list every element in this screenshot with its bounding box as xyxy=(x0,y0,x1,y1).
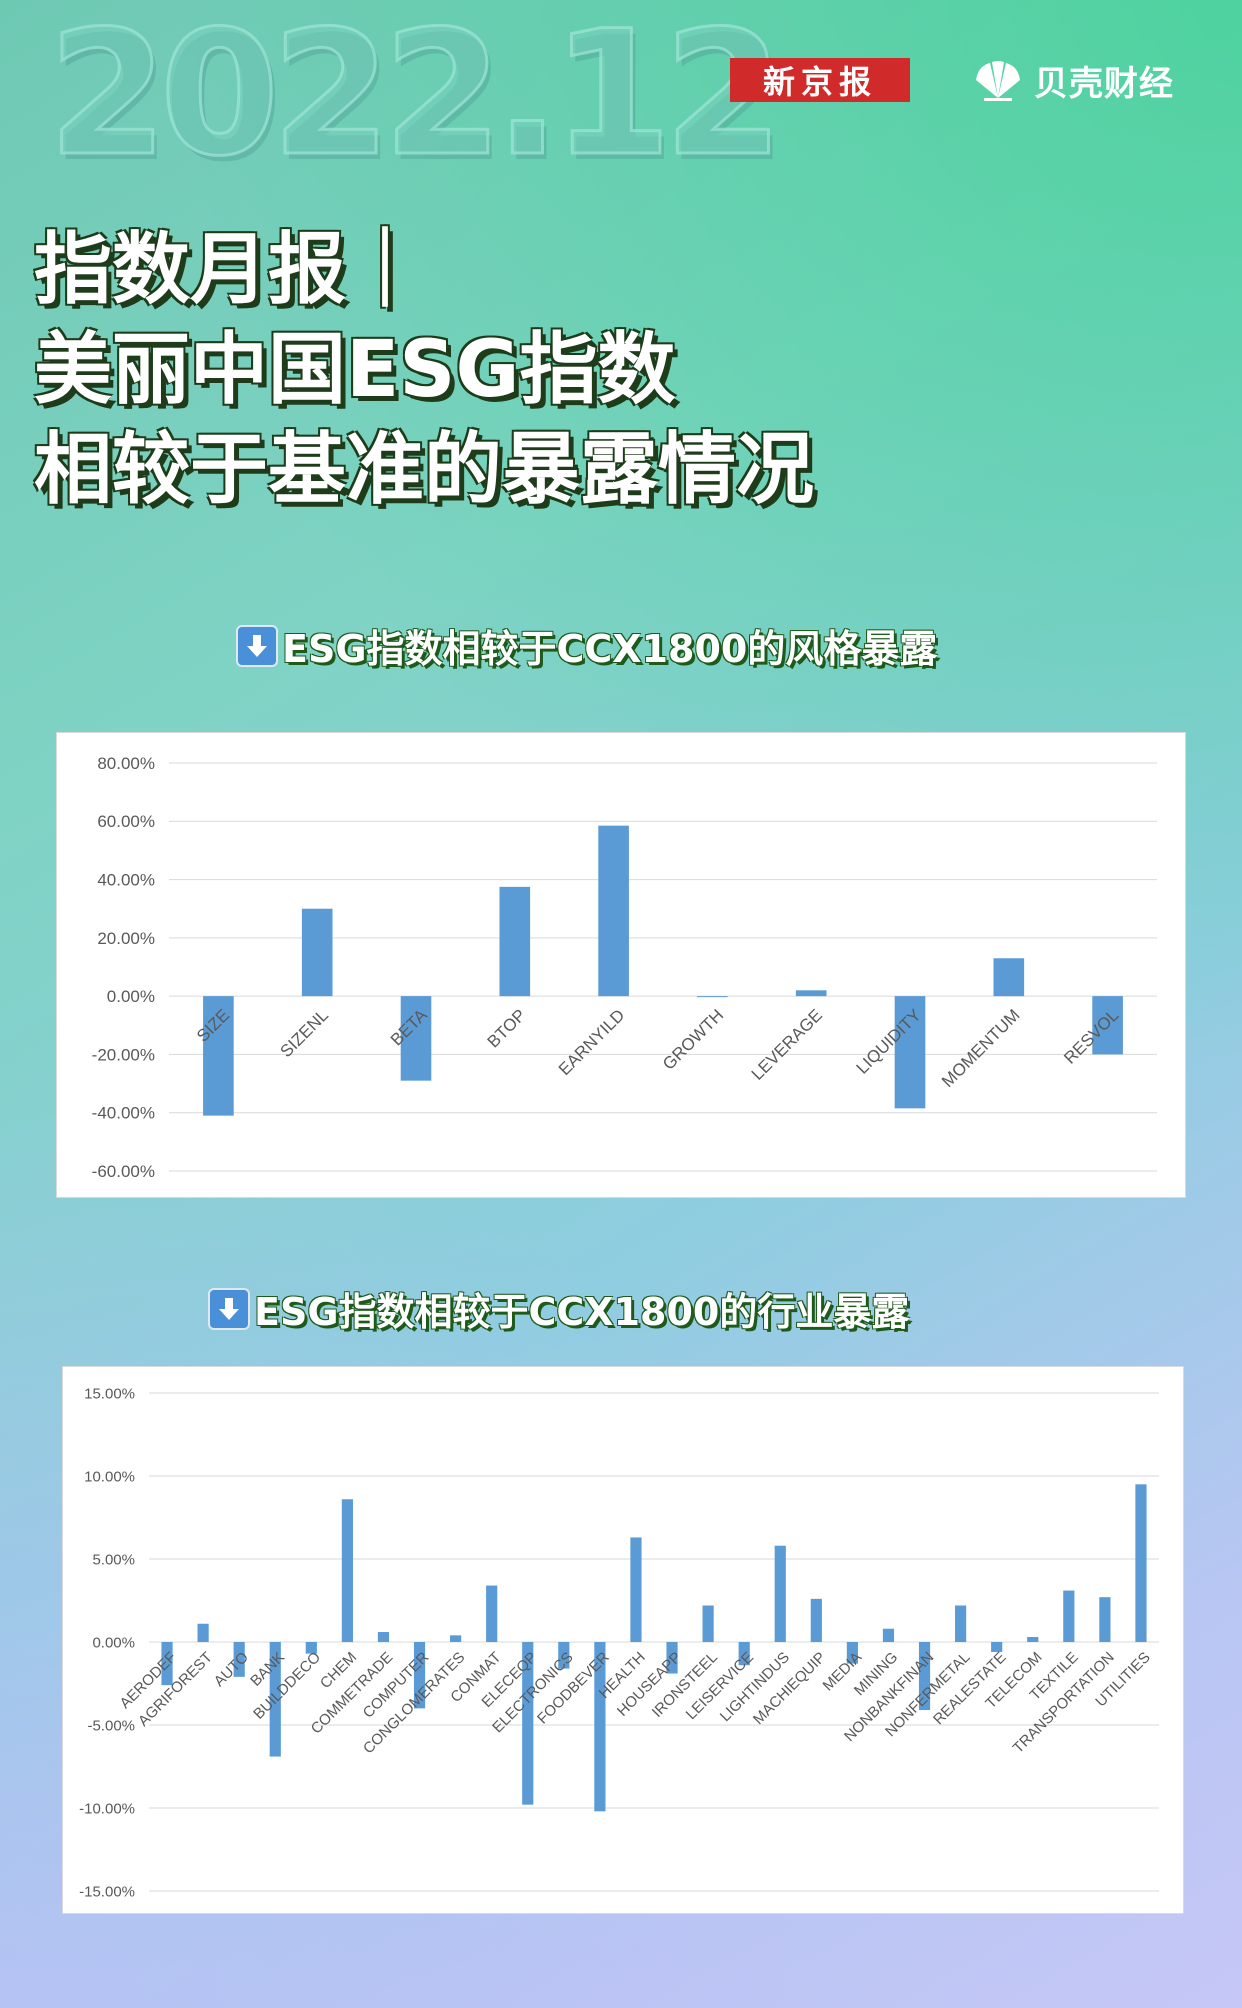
y-tick-label: -5.00% xyxy=(87,1717,135,1734)
industry-exposure-chart-svg: 15.00% 10.00% 5.00% 0.00% -5.00% -10.00% -15.0… xyxy=(79,1385,1159,1900)
y-tick-label: -60.00% xyxy=(92,1162,155,1181)
bar-mining xyxy=(882,1628,895,1642)
y-tick-label: -10.00% xyxy=(79,1800,135,1817)
bar-machiequip xyxy=(810,1598,822,1642)
bar-lightindus xyxy=(774,1545,786,1642)
y-tick-label: 15.00% xyxy=(84,1385,135,1402)
bar-bank xyxy=(269,1642,281,1757)
category-label: LEVERAGE xyxy=(748,1006,826,1084)
industry-exposure-chart: 15.00% 10.00% 5.00% 0.00% -5.00% -10.00% -15.0… xyxy=(62,1366,1184,1914)
bar-commetrade xyxy=(377,1632,390,1642)
bar-beta xyxy=(400,996,432,1081)
y-tick-label: -15.00% xyxy=(79,1883,135,1900)
bar-chem xyxy=(341,1499,353,1642)
bar-leiservice xyxy=(738,1642,750,1666)
bar-nonbankfinan xyxy=(918,1642,931,1711)
bar-liquidity xyxy=(894,996,926,1109)
bar-textile xyxy=(1063,1590,1075,1642)
industry-exposure-title-text: ESG指数相较于CCX1800的行业暴露 xyxy=(254,1290,910,1334)
category-label: GROWTH xyxy=(659,1006,727,1074)
headline-line-3: 相较于基准的暴露情况 xyxy=(34,425,815,515)
bar-realestate xyxy=(991,1642,1003,1652)
bar-ironsteel xyxy=(702,1605,714,1642)
bar-transportation xyxy=(1099,1597,1111,1642)
bar-eleceqp xyxy=(522,1642,534,1805)
bar-telecom xyxy=(1027,1637,1039,1642)
y-tick-label: 0.00% xyxy=(107,987,155,1006)
y-tick-label: -40.00% xyxy=(92,1104,155,1123)
headline: 指数月报｜ 美丽中国ESG指数 相较于基准的暴露情况 xyxy=(34,220,814,520)
y-tick-label: 60.00% xyxy=(97,812,155,831)
xinjingbao-logo: 新京报 xyxy=(730,58,910,102)
bar-health xyxy=(630,1537,642,1642)
bar-foodbever xyxy=(594,1642,606,1812)
bar-btop xyxy=(499,886,531,997)
bar-conglomerates xyxy=(450,1635,462,1642)
down-arrow-icon xyxy=(208,1287,250,1330)
bar-electronics xyxy=(558,1642,570,1669)
bar-media xyxy=(846,1642,858,1664)
bar-houseapp xyxy=(666,1642,678,1674)
bar-auto xyxy=(233,1642,245,1677)
category-label: SIZENL xyxy=(276,1006,332,1062)
y-tick-label: 10.00% xyxy=(84,1468,135,1485)
year-watermark: 2022.12 xyxy=(46,0,784,194)
bar-sizenl xyxy=(301,908,333,997)
bar-aerodef xyxy=(161,1642,173,1686)
y-tick-label: 40.00% xyxy=(97,871,155,890)
bar-momentum xyxy=(993,958,1025,997)
category-label: MOMENTUM xyxy=(938,1006,1024,1092)
bar-computer xyxy=(413,1642,426,1709)
bar-earnyild xyxy=(598,825,629,997)
bar-conmat xyxy=(486,1585,498,1642)
bar-agriforest xyxy=(197,1623,209,1642)
headline-line-2: 美丽中国ESG指数 xyxy=(34,325,676,415)
y-tick-label: 0.00% xyxy=(92,1634,135,1651)
bar-nonfermetal xyxy=(955,1605,967,1642)
bar-builddeco xyxy=(305,1642,317,1654)
bar-utilities xyxy=(1135,1484,1147,1642)
headline-line-1: 指数月报｜ xyxy=(34,225,425,315)
style-exposure-title: ESG指数相较于CCX1800的风格暴露 xyxy=(236,618,937,673)
shell-icon xyxy=(976,61,1020,101)
category-label: EARNYILD xyxy=(555,1006,629,1080)
bar-leverage xyxy=(795,990,827,997)
beike-finance-name: 贝壳财经 xyxy=(1034,63,1174,104)
y-tick-label: 5.00% xyxy=(92,1551,135,1568)
bar-resvol xyxy=(1092,996,1123,1055)
bar-growth xyxy=(697,996,728,998)
down-arrow-icon xyxy=(236,624,278,667)
category-label: AUTO xyxy=(211,1649,252,1690)
style-exposure-chart-svg: 80.00% 60.00% 40.00% 20.00% 0.00% -20.00% -40.… xyxy=(92,754,1157,1181)
industry-exposure-title: ESG指数相较于CCX1800的行业暴露 xyxy=(208,1281,909,1336)
style-exposure-chart: 80.00% 60.00% 40.00% 20.00% 0.00% -20.00% -40.… xyxy=(56,732,1186,1198)
beike-finance-logo: 贝壳财经 xyxy=(970,56,1174,104)
category-label: BTOP xyxy=(484,1006,530,1052)
style-exposure-title-text: ESG指数相较于CCX1800的风格暴露 xyxy=(282,627,938,671)
bar-size xyxy=(203,996,234,1116)
y-tick-label: -20.00% xyxy=(92,1045,155,1064)
y-tick-label: 80.00% xyxy=(97,754,155,773)
y-tick-label: 20.00% xyxy=(97,929,155,948)
